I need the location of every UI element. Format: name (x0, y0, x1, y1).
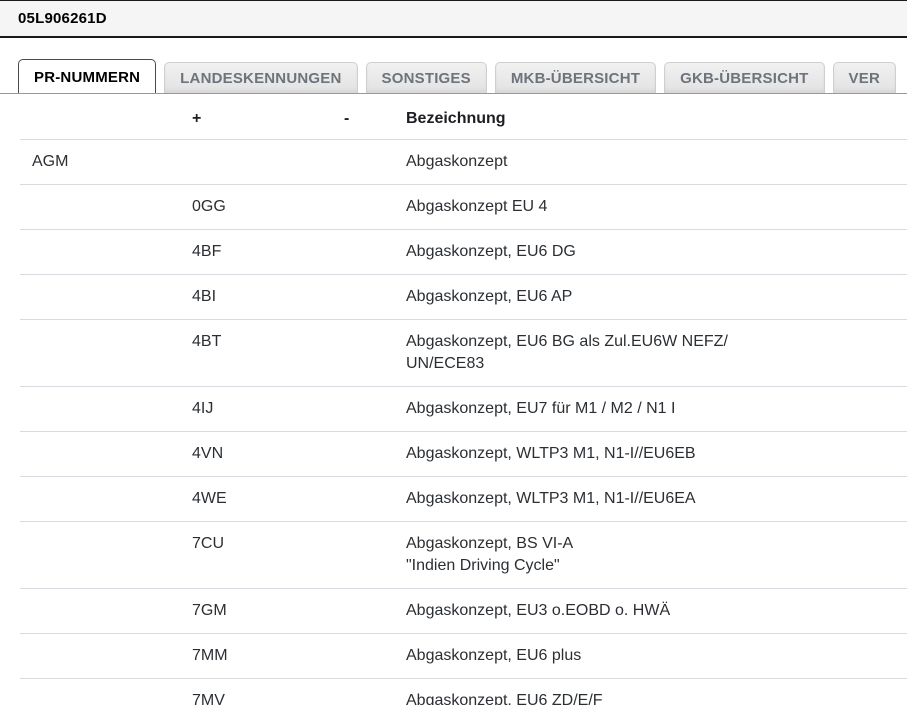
description-cell: Abgaskonzept, EU6 plus (406, 633, 907, 679)
tab[interactable]: VER (832, 62, 896, 93)
plus-code-cell: 4BI (192, 274, 344, 320)
minus-code-cell (344, 678, 406, 705)
family-code-cell (20, 588, 192, 634)
description-cell: Abgaskonzept EU 4 (406, 184, 907, 230)
minus-code-cell (344, 386, 406, 432)
table-row: 4IJ Abgaskonzept, EU7 für M1 / M2 / N1 I (20, 386, 907, 432)
table-row: 7MV Abgaskonzept, EU6 ZD/E/F (20, 678, 907, 705)
minus-code-cell (344, 229, 406, 275)
plus-code-cell: 4BT (192, 319, 344, 387)
description-cell: Abgaskonzept, WLTP3 M1, N1-I//EU6EB (406, 431, 907, 477)
table-row: 7MM Abgaskonzept, EU6 plus (20, 633, 907, 679)
tab[interactable]: LANDESKENNUNGEN (164, 62, 358, 93)
minus-code-cell (344, 431, 406, 477)
family-code-cell (20, 521, 192, 589)
table-row: 0GG Abgaskonzept EU 4 (20, 184, 907, 230)
plus-code-cell: 7MV (192, 678, 344, 705)
minus-code-cell (344, 274, 406, 320)
minus-code-cell (344, 476, 406, 522)
description-cell: Abgaskonzept, EU7 für M1 / M2 / N1 I (406, 386, 907, 432)
table-row: 4BI Abgaskonzept, EU6 AP (20, 274, 907, 320)
family-code-cell (20, 386, 192, 432)
plus-code-cell: 7MM (192, 633, 344, 679)
table-row: 4BF Abgaskonzept, EU6 DG (20, 229, 907, 275)
table-header-row: + - Bezeichnung (20, 100, 907, 140)
tab[interactable]: GKB-ÜBERSICHT (664, 62, 825, 93)
table-row: 7CU Abgaskonzept, BS VI-A "Indien Drivin… (20, 521, 907, 589)
minus-code-cell (344, 633, 406, 679)
tab[interactable]: SONSTIGES (365, 62, 487, 93)
plus-code-cell: 7GM (192, 588, 344, 634)
description-cell: Abgaskonzept, EU6 AP (406, 274, 907, 320)
description-cell: Abgaskonzept, EU6 ZD/E/F (406, 678, 907, 705)
plus-code-cell: 4VN (192, 431, 344, 477)
column-header-description: Bezeichnung (406, 100, 907, 140)
column-header-plus: + (192, 100, 344, 140)
plus-code-cell: 4IJ (192, 386, 344, 432)
plus-code-cell: 4BF (192, 229, 344, 275)
part-number-label: 05L906261D (18, 10, 107, 27)
description-cell: Abgaskonzept, WLTP3 M1, N1-I//EU6EA (406, 476, 907, 522)
table-row: 4WE Abgaskonzept, WLTP3 M1, N1-I//EU6EA (20, 476, 907, 522)
minus-code-cell (344, 588, 406, 634)
description-cell: Abgaskonzept, BS VI-A "Indien Driving Cy… (406, 521, 907, 589)
family-code-cell: AGM (20, 139, 192, 185)
description-cell: Abgaskonzept, EU6 DG (406, 229, 907, 275)
family-code-cell (20, 319, 192, 387)
family-code-cell (20, 678, 192, 705)
family-code-cell (20, 184, 192, 230)
pr-number-table: + - Bezeichnung AGM Abgaskonzept 0GG (20, 100, 907, 705)
minus-code-cell (344, 521, 406, 589)
column-header-group (20, 100, 192, 140)
pr-table-body: AGM Abgaskonzept 0GG Abgaskonzept EU 4 4… (20, 139, 907, 705)
plus-code-cell: 7CU (192, 521, 344, 589)
description-cell: Abgaskonzept (406, 139, 907, 185)
description-cell: Abgaskonzept, EU3 o.EOBD o. HWÄ (406, 588, 907, 634)
minus-code-cell (344, 319, 406, 387)
table-row: 7GM Abgaskonzept, EU3 o.EOBD o. HWÄ (20, 588, 907, 634)
description-cell: Abgaskonzept, EU6 BG als Zul.EU6W NEFZ/ … (406, 319, 907, 387)
family-code-cell (20, 633, 192, 679)
plus-code-cell: 0GG (192, 184, 344, 230)
minus-code-cell (344, 184, 406, 230)
table-row: AGM Abgaskonzept (20, 139, 907, 185)
part-number-bar: 05L906261D (0, 0, 907, 38)
table-row: 4VN Abgaskonzept, WLTP3 M1, N1-I//EU6EB (20, 431, 907, 477)
table-row: 4BT Abgaskonzept, EU6 BG als Zul.EU6W NE… (20, 319, 907, 387)
tab-strip: PR-NUMMERN LANDESKENNUNGEN SONSTIGES MKB… (0, 59, 907, 94)
pr-number-table-wrap: + - Bezeichnung AGM Abgaskonzept 0GG (20, 100, 907, 705)
tab[interactable]: MKB-ÜBERSICHT (494, 62, 657, 93)
plus-code-cell (192, 139, 344, 185)
minus-code-cell (344, 139, 406, 185)
family-code-cell (20, 476, 192, 522)
plus-code-cell: 4WE (192, 476, 344, 522)
family-code-cell (20, 431, 192, 477)
family-code-cell (20, 229, 192, 275)
tab[interactable]: PR-NUMMERN (18, 59, 157, 93)
family-code-cell (20, 274, 192, 320)
column-header-minus: - (344, 100, 406, 140)
